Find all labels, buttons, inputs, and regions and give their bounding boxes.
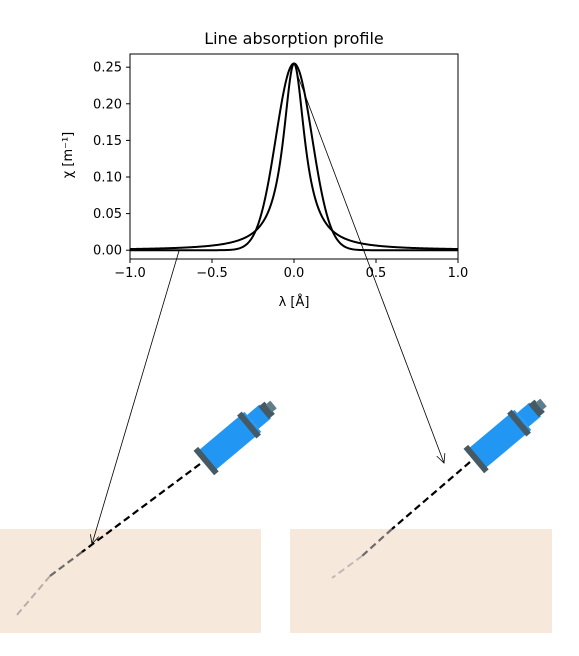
medium-slab-right <box>290 529 552 633</box>
medium-slab-left <box>0 529 261 633</box>
pointer-arrowhead <box>89 534 100 545</box>
profile-pointers <box>89 74 446 545</box>
x-axis-label: λ [Å] <box>279 294 310 310</box>
x-tick-label: 1.0 <box>448 266 469 281</box>
beam-right <box>331 461 471 579</box>
absorption-chart: Line absorption profile χ [m⁻¹] λ [Å] −1… <box>61 29 469 545</box>
x-tick-label: −1.0 <box>114 266 146 281</box>
y-tick-label: 0.15 <box>93 134 122 149</box>
pointer-line <box>296 74 445 464</box>
profile-curve-gaussian <box>130 62 458 252</box>
beam-left <box>15 463 201 617</box>
x-tick-label: 0.0 <box>284 266 305 281</box>
plot-frame <box>129 53 459 260</box>
telescope-icon <box>193 400 277 476</box>
telescope-icon <box>463 398 547 474</box>
y-tick-label: 0.10 <box>93 171 122 186</box>
x-tick-label: −0.5 <box>196 266 228 281</box>
profile-curves <box>129 62 459 252</box>
x-tick-label: 0.5 <box>366 266 387 281</box>
y-tick-label: 0.20 <box>93 97 122 112</box>
pointer-arrowhead <box>436 453 446 464</box>
y-tick-label: 0.00 <box>93 244 122 259</box>
pointer-line <box>91 250 180 545</box>
y-tick-label: 0.25 <box>93 61 122 76</box>
chart-title: Line absorption profile <box>204 29 384 48</box>
y-axis-label: χ [m⁻¹] <box>61 132 76 179</box>
y-tick-label: 0.05 <box>93 207 122 222</box>
profile-curve-lorentzian <box>129 62 459 251</box>
